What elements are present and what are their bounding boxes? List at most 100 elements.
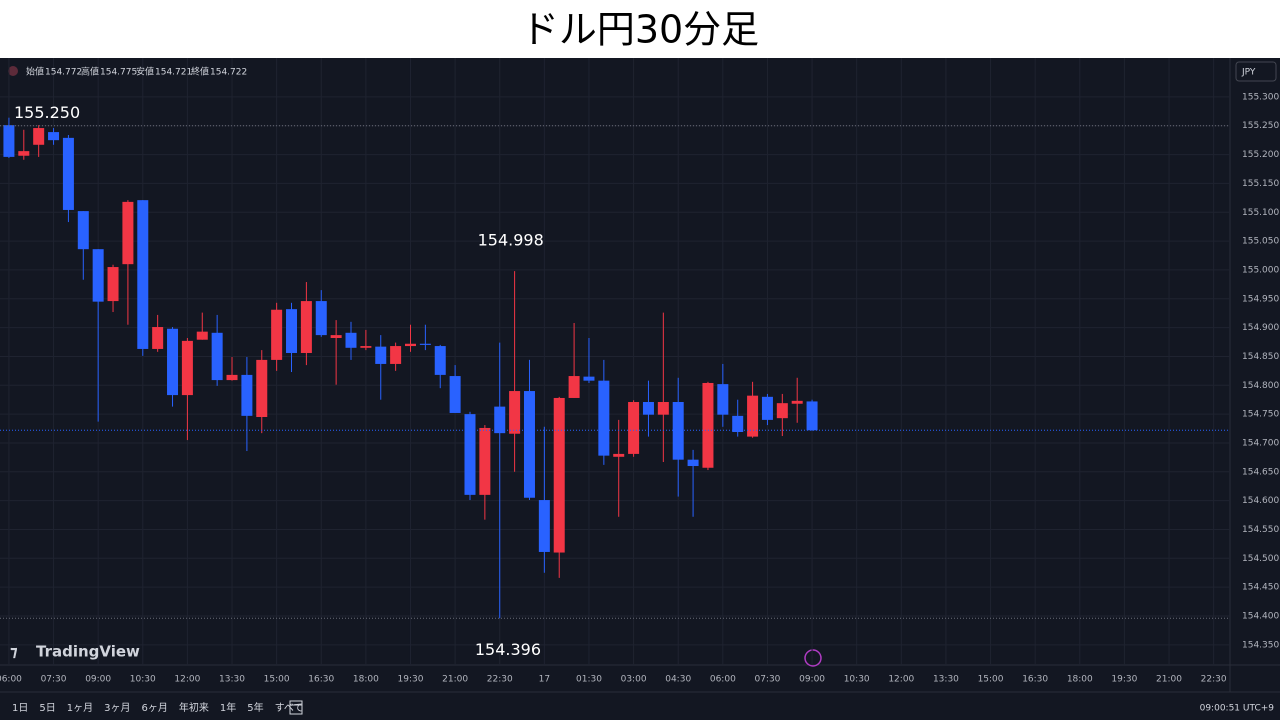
range-button[interactable]: 1ヶ月 (67, 702, 93, 714)
x-tick-label: 04:30 (665, 675, 691, 685)
candle-body (196, 331, 208, 340)
x-tick-label: 12:00 (174, 675, 200, 685)
candle-body (137, 200, 149, 349)
x-tick-label: 06:00 (0, 675, 22, 685)
range-button[interactable]: 5日 (39, 703, 55, 714)
candle-body (702, 382, 714, 468)
candle-body (806, 401, 818, 431)
candle-body (761, 396, 773, 420)
range-button[interactable]: 1日 (12, 703, 28, 714)
candle-body (791, 400, 803, 404)
x-tick-label: 06:00 (710, 675, 736, 685)
x-tick-label: 07:30 (41, 675, 67, 685)
candle-body (434, 346, 446, 375)
clock: 09:00:51 UTC+9 (1200, 704, 1275, 714)
candle-body (404, 343, 416, 347)
range-button[interactable]: 年初来 (179, 701, 209, 714)
candle-body (62, 137, 74, 210)
candle-body (494, 406, 506, 434)
candle-body (568, 376, 580, 398)
x-tick-label: 16:30 (308, 675, 334, 685)
candle-body (3, 125, 15, 157)
y-tick-label: 154.750 (1242, 410, 1279, 420)
candle-body (122, 201, 134, 265)
range-button[interactable]: 5年 (247, 701, 263, 714)
header-value: 154.721 (155, 68, 192, 78)
candle-body (241, 374, 253, 416)
x-tick-label: 18:00 (1067, 675, 1093, 685)
x-tick-label: 18:00 (353, 675, 379, 685)
range-button[interactable]: 6ヶ月 (142, 702, 168, 714)
currency-box[interactable] (1235, 61, 1277, 82)
candle-body (48, 132, 60, 141)
x-tick-label: 01:30 (576, 675, 602, 685)
candle-body (479, 427, 491, 495)
symbol-icon (8, 66, 18, 76)
candle-body (375, 346, 387, 364)
x-tick-label: 10:30 (844, 675, 870, 685)
x-tick-label: 13:30 (219, 675, 245, 685)
annotation-label: 155.250 (14, 103, 80, 122)
range-button[interactable]: 3ヶ月 (104, 702, 130, 714)
candle-body (747, 395, 759, 437)
y-tick-label: 154.500 (1242, 554, 1279, 564)
x-tick-label: 22:30 (1201, 675, 1227, 685)
x-tick-label: 21:00 (442, 675, 468, 685)
x-tick-label: 03:00 (621, 675, 647, 685)
x-tick-label: 19:30 (398, 675, 424, 685)
candle-body (717, 384, 729, 415)
range-button[interactable]: すべて (275, 702, 304, 714)
y-tick-label: 155.150 (1242, 179, 1279, 189)
candle-body (583, 376, 595, 381)
candle-body (672, 402, 684, 460)
x-tick-label: 15:00 (264, 675, 290, 685)
candle-body (107, 267, 119, 302)
candle-body (286, 309, 298, 353)
y-tick-label: 154.400 (1242, 611, 1279, 621)
y-tick-label: 154.600 (1242, 496, 1279, 506)
candle-body (523, 391, 535, 498)
candle-body (687, 459, 699, 467)
candle-body (92, 249, 104, 302)
candle-body (449, 376, 461, 413)
page-title: ドル円30分足 (521, 8, 759, 52)
x-tick-label: 17 (539, 675, 550, 685)
y-tick-label: 155.000 (1242, 265, 1279, 275)
candle-body (211, 332, 223, 381)
header-value: 154.722 (210, 68, 247, 78)
x-tick-label: 10:30 (130, 675, 156, 685)
watermark-logo: ⁊ (10, 643, 18, 661)
y-tick-label: 154.450 (1242, 583, 1279, 593)
candle-body (345, 332, 357, 348)
candle-body (167, 328, 179, 396)
candle-body (271, 309, 283, 360)
candle-body (419, 343, 431, 345)
y-tick-label: 154.700 (1242, 438, 1279, 448)
y-tick-label: 154.350 (1242, 640, 1279, 650)
x-tick-label: 09:00 (799, 675, 825, 685)
currency[interactable]: JPY (1241, 68, 1256, 78)
candle-body (598, 380, 610, 456)
candle-body (464, 414, 476, 495)
range-button[interactable]: 1年 (220, 701, 236, 714)
y-tick-label: 155.250 (1242, 121, 1279, 131)
header-value: 154.772 (45, 68, 82, 78)
alert-icon[interactable] (804, 649, 822, 667)
x-tick-label: 21:00 (1156, 675, 1182, 685)
candle-body (509, 391, 521, 434)
y-tick-label: 154.900 (1242, 323, 1279, 333)
candle-body (732, 415, 744, 432)
calendar-icon[interactable] (289, 700, 303, 715)
x-tick-label: 07:30 (754, 675, 780, 685)
header-label: 終値 (191, 66, 209, 78)
candle-body (657, 402, 669, 415)
header-label: 安値 (136, 66, 154, 78)
y-tick-label: 155.050 (1242, 237, 1279, 247)
x-tick-label: 12:00 (888, 675, 914, 685)
candle-body (330, 335, 342, 338)
y-tick-label: 154.800 (1242, 381, 1279, 391)
candle-body (553, 397, 565, 553)
pane-background (0, 58, 1280, 720)
candle-body (390, 346, 402, 364)
